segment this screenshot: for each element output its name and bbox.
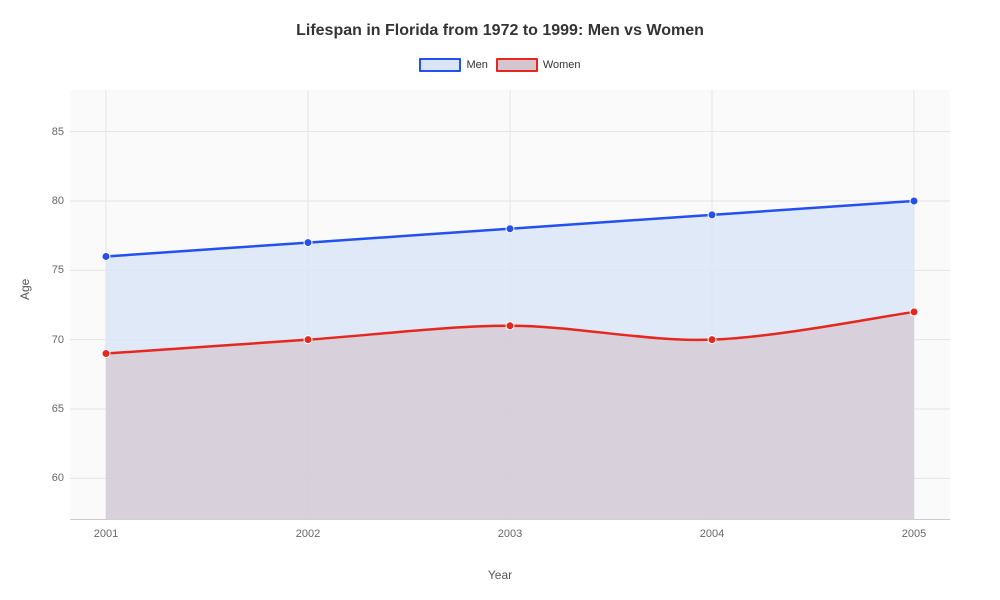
legend-item-women[interactable]: Women xyxy=(496,58,581,72)
legend-item-men[interactable]: Men xyxy=(419,58,487,72)
x-tick-label: 2004 xyxy=(700,528,724,540)
x-axis-label: Year xyxy=(0,568,1000,582)
legend-label-men: Men xyxy=(466,59,487,71)
legend-swatch-men xyxy=(419,58,461,72)
x-tick-label: 2003 xyxy=(498,528,522,540)
y-axis-ticks: 60 65 70 75 80 85 xyxy=(0,90,70,520)
chart-svg xyxy=(70,90,950,520)
plot-area: 20012002200320042005 xyxy=(70,90,950,520)
y-tick-label: 75 xyxy=(52,264,64,276)
legend-swatch-women xyxy=(496,58,538,72)
y-tick-label: 80 xyxy=(52,195,64,207)
y-tick-label: 85 xyxy=(52,126,64,138)
x-tick-label: 2002 xyxy=(296,528,320,540)
chart-title: Lifespan in Florida from 1972 to 1999: M… xyxy=(0,22,1000,40)
x-tick-label: 2005 xyxy=(902,528,926,540)
legend-label-women: Women xyxy=(543,59,581,71)
y-tick-label: 70 xyxy=(52,334,64,346)
legend: Men Women xyxy=(0,58,1000,72)
y-tick-label: 65 xyxy=(52,403,64,415)
y-tick-label: 60 xyxy=(52,472,64,484)
y-axis-label: Age xyxy=(18,279,32,300)
x-tick-label: 2001 xyxy=(94,528,118,540)
